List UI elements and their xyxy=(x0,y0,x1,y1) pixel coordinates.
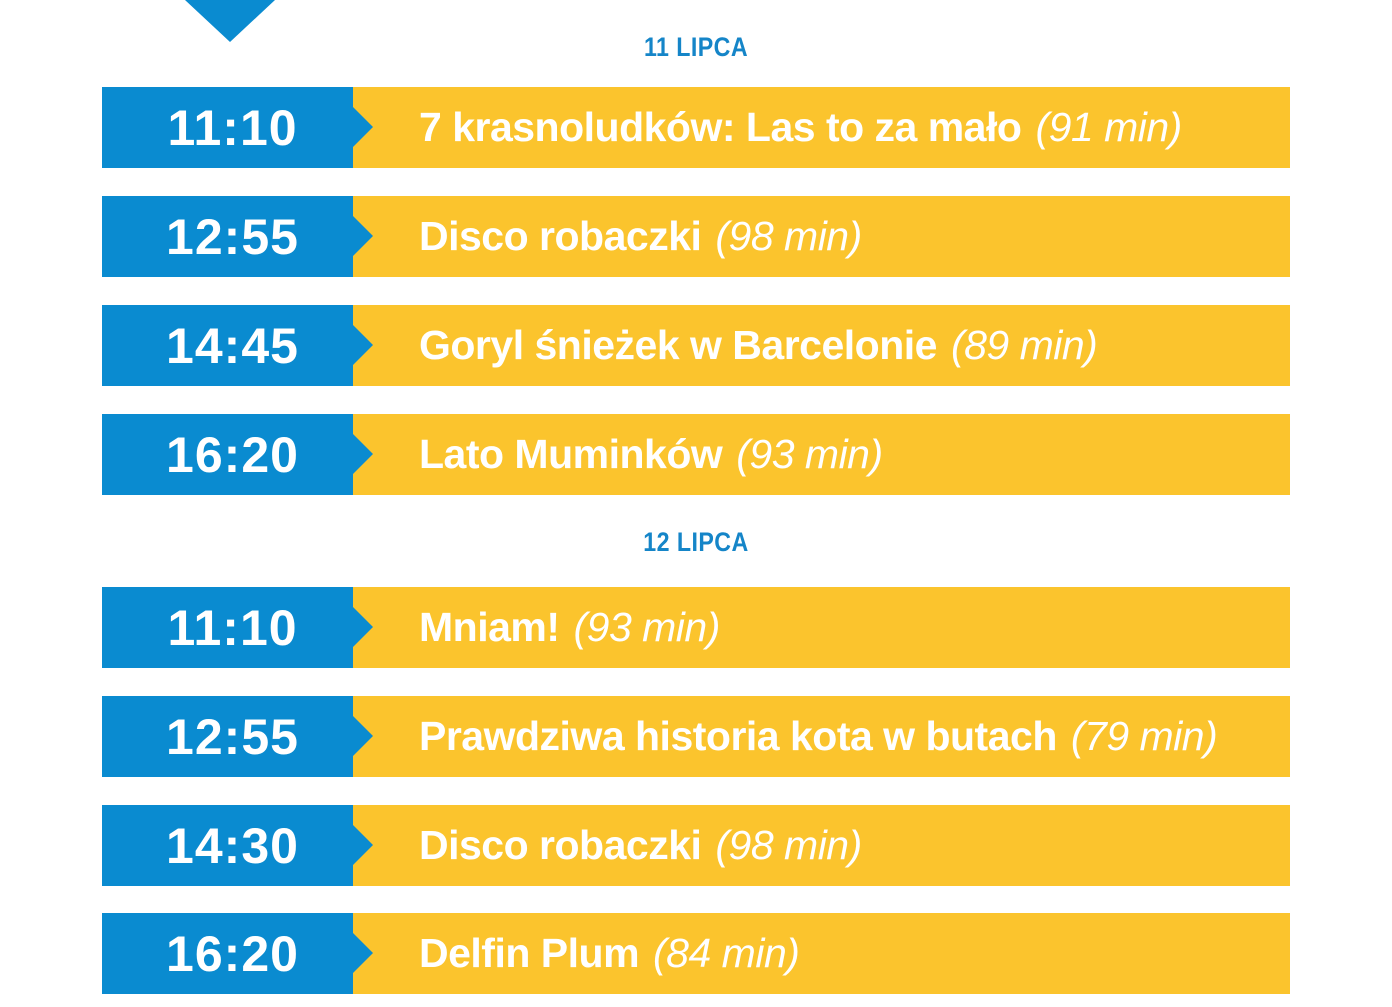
film-title: 7 krasnoludków: Las to za mało xyxy=(419,104,1022,150)
screening-time: 12:55 xyxy=(166,208,299,265)
screening-time: 12:55 xyxy=(166,708,299,765)
screening-time: 14:45 xyxy=(166,317,299,374)
film-title: Lato Muminków xyxy=(419,431,723,477)
screening-time: 16:20 xyxy=(166,925,299,982)
screening-time: 11:10 xyxy=(167,99,298,156)
time-cell: 14:45 xyxy=(102,305,373,386)
screening-time: 16:20 xyxy=(166,426,299,483)
film-duration: (93 min) xyxy=(736,431,883,477)
time-cell: 11:10 xyxy=(102,87,373,168)
title-cell: Lato Muminków (93 min) xyxy=(353,414,1290,495)
time-cell: 16:20 xyxy=(102,913,373,994)
film-duration: (91 min) xyxy=(1035,104,1182,150)
title-cell: Disco robaczki (98 min) xyxy=(353,805,1290,886)
schedule-row: 16:20 Delfin Plum (84 min) xyxy=(102,913,1290,994)
title-cell: Goryl śnieżek w Barcelonie (89 min) xyxy=(353,305,1290,386)
down-arrow-icon xyxy=(185,0,275,42)
film-title: Disco robaczki xyxy=(419,822,702,868)
title-cell: Mniam! (93 min) xyxy=(353,587,1290,668)
day-heading: 12 LIPCA xyxy=(643,527,749,557)
film-title: Mniam! xyxy=(419,604,560,650)
time-cell: 11:10 xyxy=(102,587,373,668)
film-duration: (98 min) xyxy=(715,822,862,868)
film-duration: (98 min) xyxy=(715,213,862,259)
film-title: Disco robaczki xyxy=(419,213,702,259)
schedule-row: 14:30 Disco robaczki (98 min) xyxy=(102,805,1290,886)
time-cell: 12:55 xyxy=(102,196,373,277)
film-title: Goryl śnieżek w Barcelonie xyxy=(419,322,937,368)
schedule-row: 14:45 Goryl śnieżek w Barcelonie (89 min… xyxy=(102,305,1290,386)
schedule-row: 12:55 Prawdziwa historia kota w butach (… xyxy=(102,696,1290,777)
film-duration: (79 min) xyxy=(1070,713,1218,759)
day-heading: 11 LIPCA xyxy=(643,32,749,62)
screening-time: 14:30 xyxy=(166,817,299,874)
title-cell: Delfin Plum (84 min) xyxy=(353,913,1290,994)
time-cell: 12:55 xyxy=(102,696,373,777)
schedule-row: 12:55 Disco robaczki (98 min) xyxy=(102,196,1290,277)
time-cell: 14:30 xyxy=(102,805,373,886)
film-duration: (89 min) xyxy=(950,322,1098,368)
film-title: Delfin Plum xyxy=(419,930,640,976)
film-title: Prawdziwa historia kota w butach xyxy=(419,713,1057,759)
title-cell: 7 krasnoludków: Las to za mało (91 min) xyxy=(353,87,1290,168)
title-cell: Prawdziwa historia kota w butach (79 min… xyxy=(353,696,1290,777)
title-cell: Disco robaczki (98 min) xyxy=(353,196,1290,277)
schedule-row: 11:10 Mniam! (93 min) xyxy=(102,587,1290,668)
screening-time: 11:10 xyxy=(167,599,298,656)
film-duration: (93 min) xyxy=(573,604,721,650)
film-duration: (84 min) xyxy=(653,930,800,976)
schedule-row: 11:10 7 krasnoludków: Las to za mało (91… xyxy=(102,87,1290,168)
time-cell: 16:20 xyxy=(102,414,373,495)
schedule-row: 16:20 Lato Muminków (93 min) xyxy=(102,414,1290,495)
